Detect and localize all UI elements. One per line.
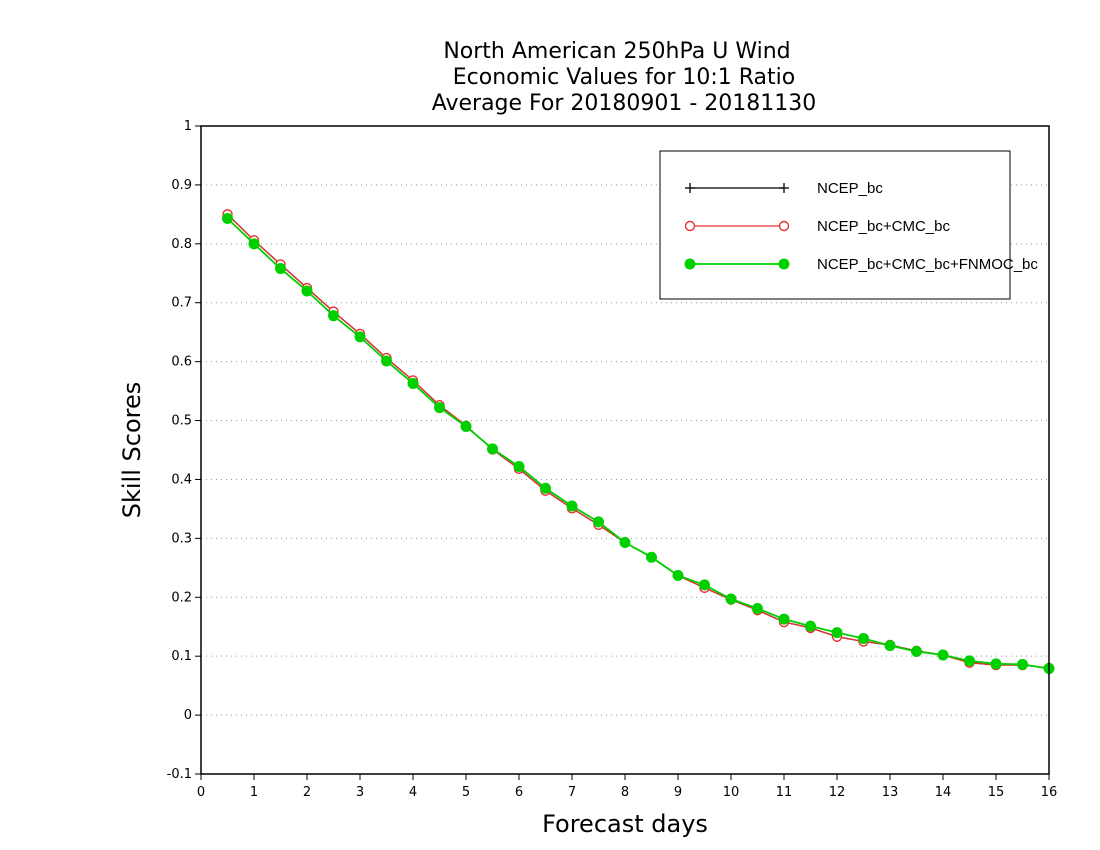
data-point — [275, 263, 286, 275]
data-point — [685, 183, 695, 193]
data-point — [779, 183, 789, 193]
x-tick-label: 12 — [829, 785, 846, 800]
data-point — [407, 377, 419, 389]
x-tick-label: 16 — [1041, 785, 1058, 800]
x-axis-label: Forecast days — [542, 810, 708, 838]
data-point — [593, 516, 604, 528]
title-line-2: Economic Values for 10:1 Ratio — [453, 65, 795, 90]
y-tick-label: 0.2 — [171, 590, 192, 605]
chart-title: North American 250hPa U Wind Economic Va… — [432, 39, 817, 116]
y-tick-label: 1 — [184, 119, 192, 134]
data-point — [566, 500, 578, 512]
legend-label: NCEP_bc+CMC_bc — [817, 218, 950, 235]
data-point — [487, 443, 498, 455]
x-tick-label: 6 — [515, 785, 523, 800]
data-point — [328, 310, 339, 322]
x-tick-label: 14 — [935, 785, 952, 800]
x-tick-label: 15 — [988, 785, 1005, 800]
data-point — [540, 482, 551, 494]
data-point — [460, 420, 472, 432]
x-tick-label: 3 — [356, 785, 364, 800]
x-tick-label: 4 — [409, 785, 417, 800]
data-point — [699, 579, 710, 591]
series-2 — [222, 212, 1055, 675]
x-tick-label: 9 — [674, 785, 682, 800]
y-axis-label: Skill Scores — [118, 382, 146, 519]
data-point — [619, 536, 631, 548]
legend-label: NCEP_bc — [817, 180, 883, 197]
data-point — [831, 627, 843, 639]
y-tick-label: 0 — [184, 708, 192, 723]
y-tick-label: -0.1 — [167, 767, 192, 782]
data-point — [937, 649, 949, 661]
data-point — [911, 645, 922, 657]
x-tick-label: 5 — [462, 785, 470, 800]
legend-box — [659, 150, 1011, 300]
plot-frame — [200, 125, 1050, 775]
y-tick-label: 0.1 — [171, 649, 192, 664]
data-point — [778, 220, 790, 232]
data-point — [752, 602, 763, 614]
title-line-1: North American 250hPa U Wind — [443, 39, 790, 64]
data-point — [381, 355, 392, 367]
axis-ticks: -0.100.10.20.30.40.50.60.70.80.910 1 2 3 4 5 6… — [167, 119, 1058, 800]
legend-item-1: NCEP_bc+CMC_bc — [684, 218, 950, 235]
y-tick-label: 0.3 — [171, 531, 192, 546]
y-tick-label: 0.6 — [171, 355, 192, 370]
data-point — [684, 220, 696, 232]
x-tick-label: 11 — [776, 785, 793, 800]
x-tick-label: 1 — [250, 785, 258, 800]
y-tick-label: 0.8 — [171, 237, 192, 252]
y-tick-label: 0.5 — [171, 414, 192, 429]
y-tick-label: 0.4 — [171, 472, 192, 487]
title-line-3: Average For 20180901 - 20181130 — [432, 91, 817, 116]
x-tick-label: 7 — [568, 785, 576, 800]
data-point — [858, 633, 869, 645]
data-point — [301, 285, 313, 297]
x-tick-label: 13 — [882, 785, 899, 800]
data-point — [513, 460, 525, 472]
data-point — [1017, 658, 1028, 670]
y-tick-label: 0.9 — [171, 178, 192, 193]
x-tick-label: 10 — [723, 785, 740, 800]
x-tick-label: 2 — [303, 785, 311, 800]
data-point — [222, 212, 233, 224]
legend: NCEP_bc NCEP_bc+CMC_bc NCEP_bc+CMC_bc+FNMO… — [659, 150, 1038, 300]
data-point — [684, 258, 696, 270]
y-tick-label: 0.7 — [171, 296, 192, 311]
legend-label: NCEP_bc+CMC_bc+FNMOC_bc — [817, 256, 1038, 273]
data-point — [248, 238, 260, 250]
data-point — [672, 569, 684, 581]
data-point — [778, 613, 790, 625]
data-point — [434, 402, 445, 414]
data-point — [646, 551, 657, 563]
data-point — [884, 640, 896, 652]
x-tick-label: 8 — [621, 785, 629, 800]
x-tick-label: 0 — [197, 785, 205, 800]
data-point — [990, 658, 1002, 670]
data-point — [964, 655, 975, 667]
data-point — [778, 258, 790, 270]
data-point — [805, 620, 816, 632]
data-point — [354, 331, 366, 343]
data-point — [725, 593, 737, 605]
legend-item-2: NCEP_bc+CMC_bc+FNMOC_bc — [684, 256, 1038, 273]
legend-item-0: NCEP_bc — [685, 180, 883, 197]
